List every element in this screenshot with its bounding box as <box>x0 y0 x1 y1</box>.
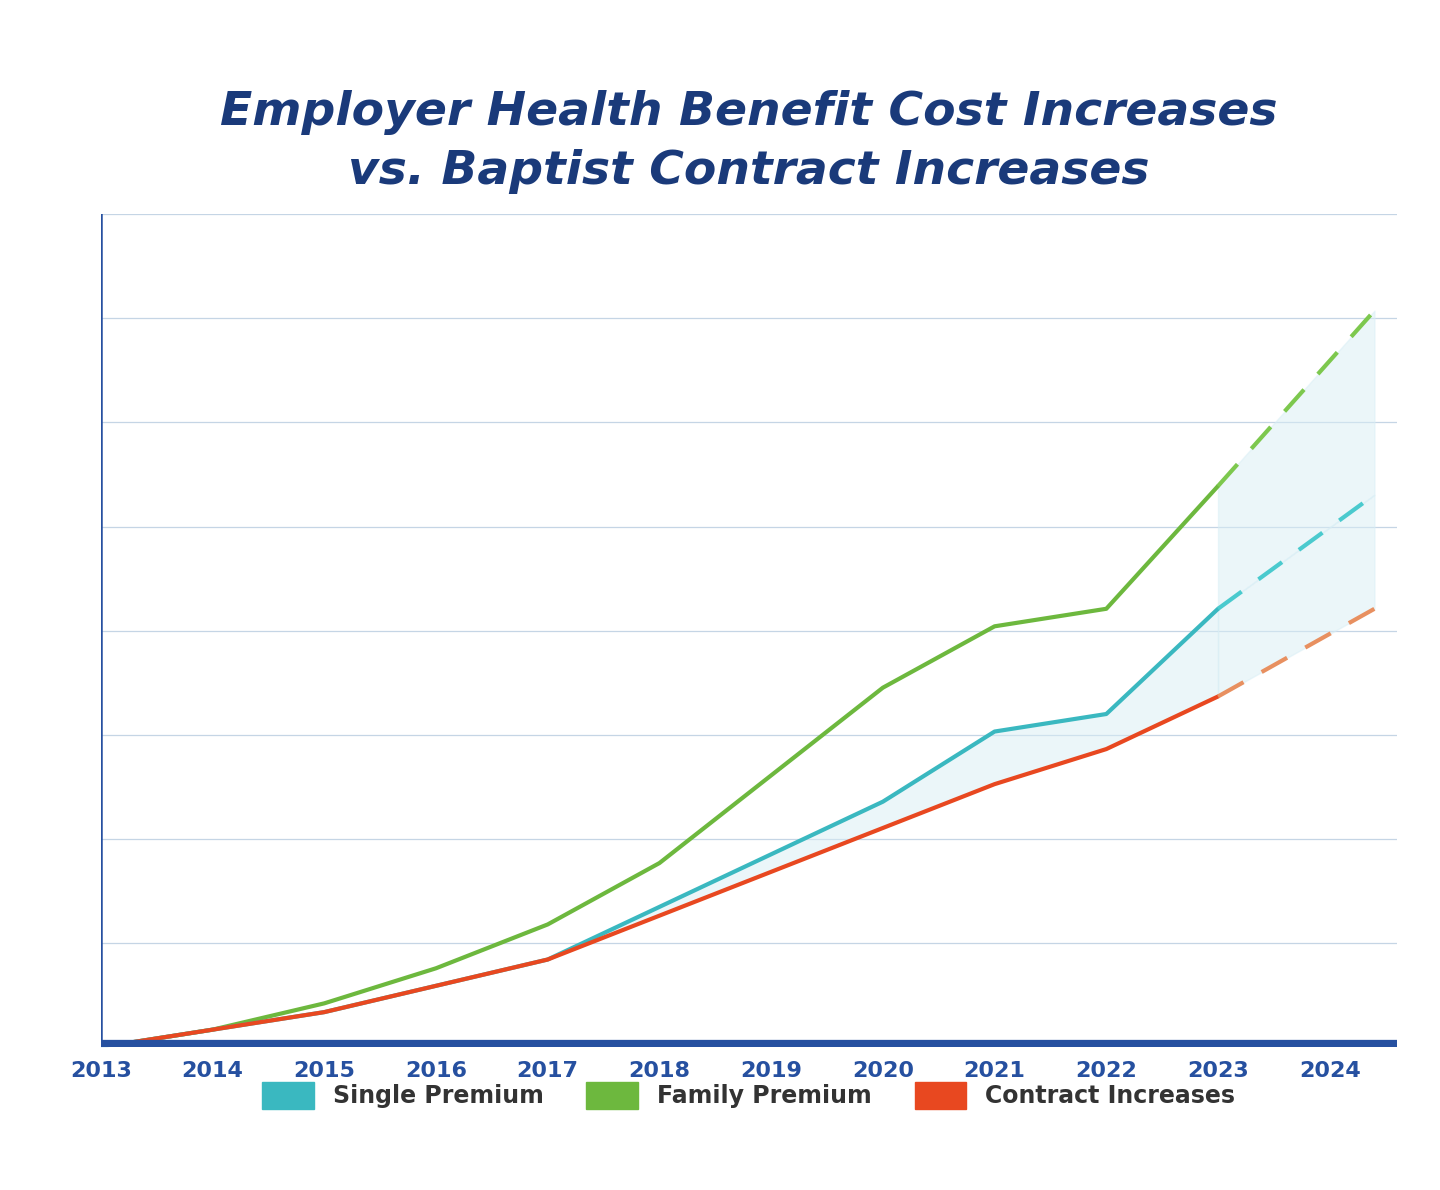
Legend: Single Premium, Family Premium, Contract Increases: Single Premium, Family Premium, Contract… <box>253 1072 1244 1119</box>
Title: Employer Health Benefit Cost Increases
vs. Baptist Contract Increases: Employer Health Benefit Cost Increases v… <box>220 89 1277 194</box>
